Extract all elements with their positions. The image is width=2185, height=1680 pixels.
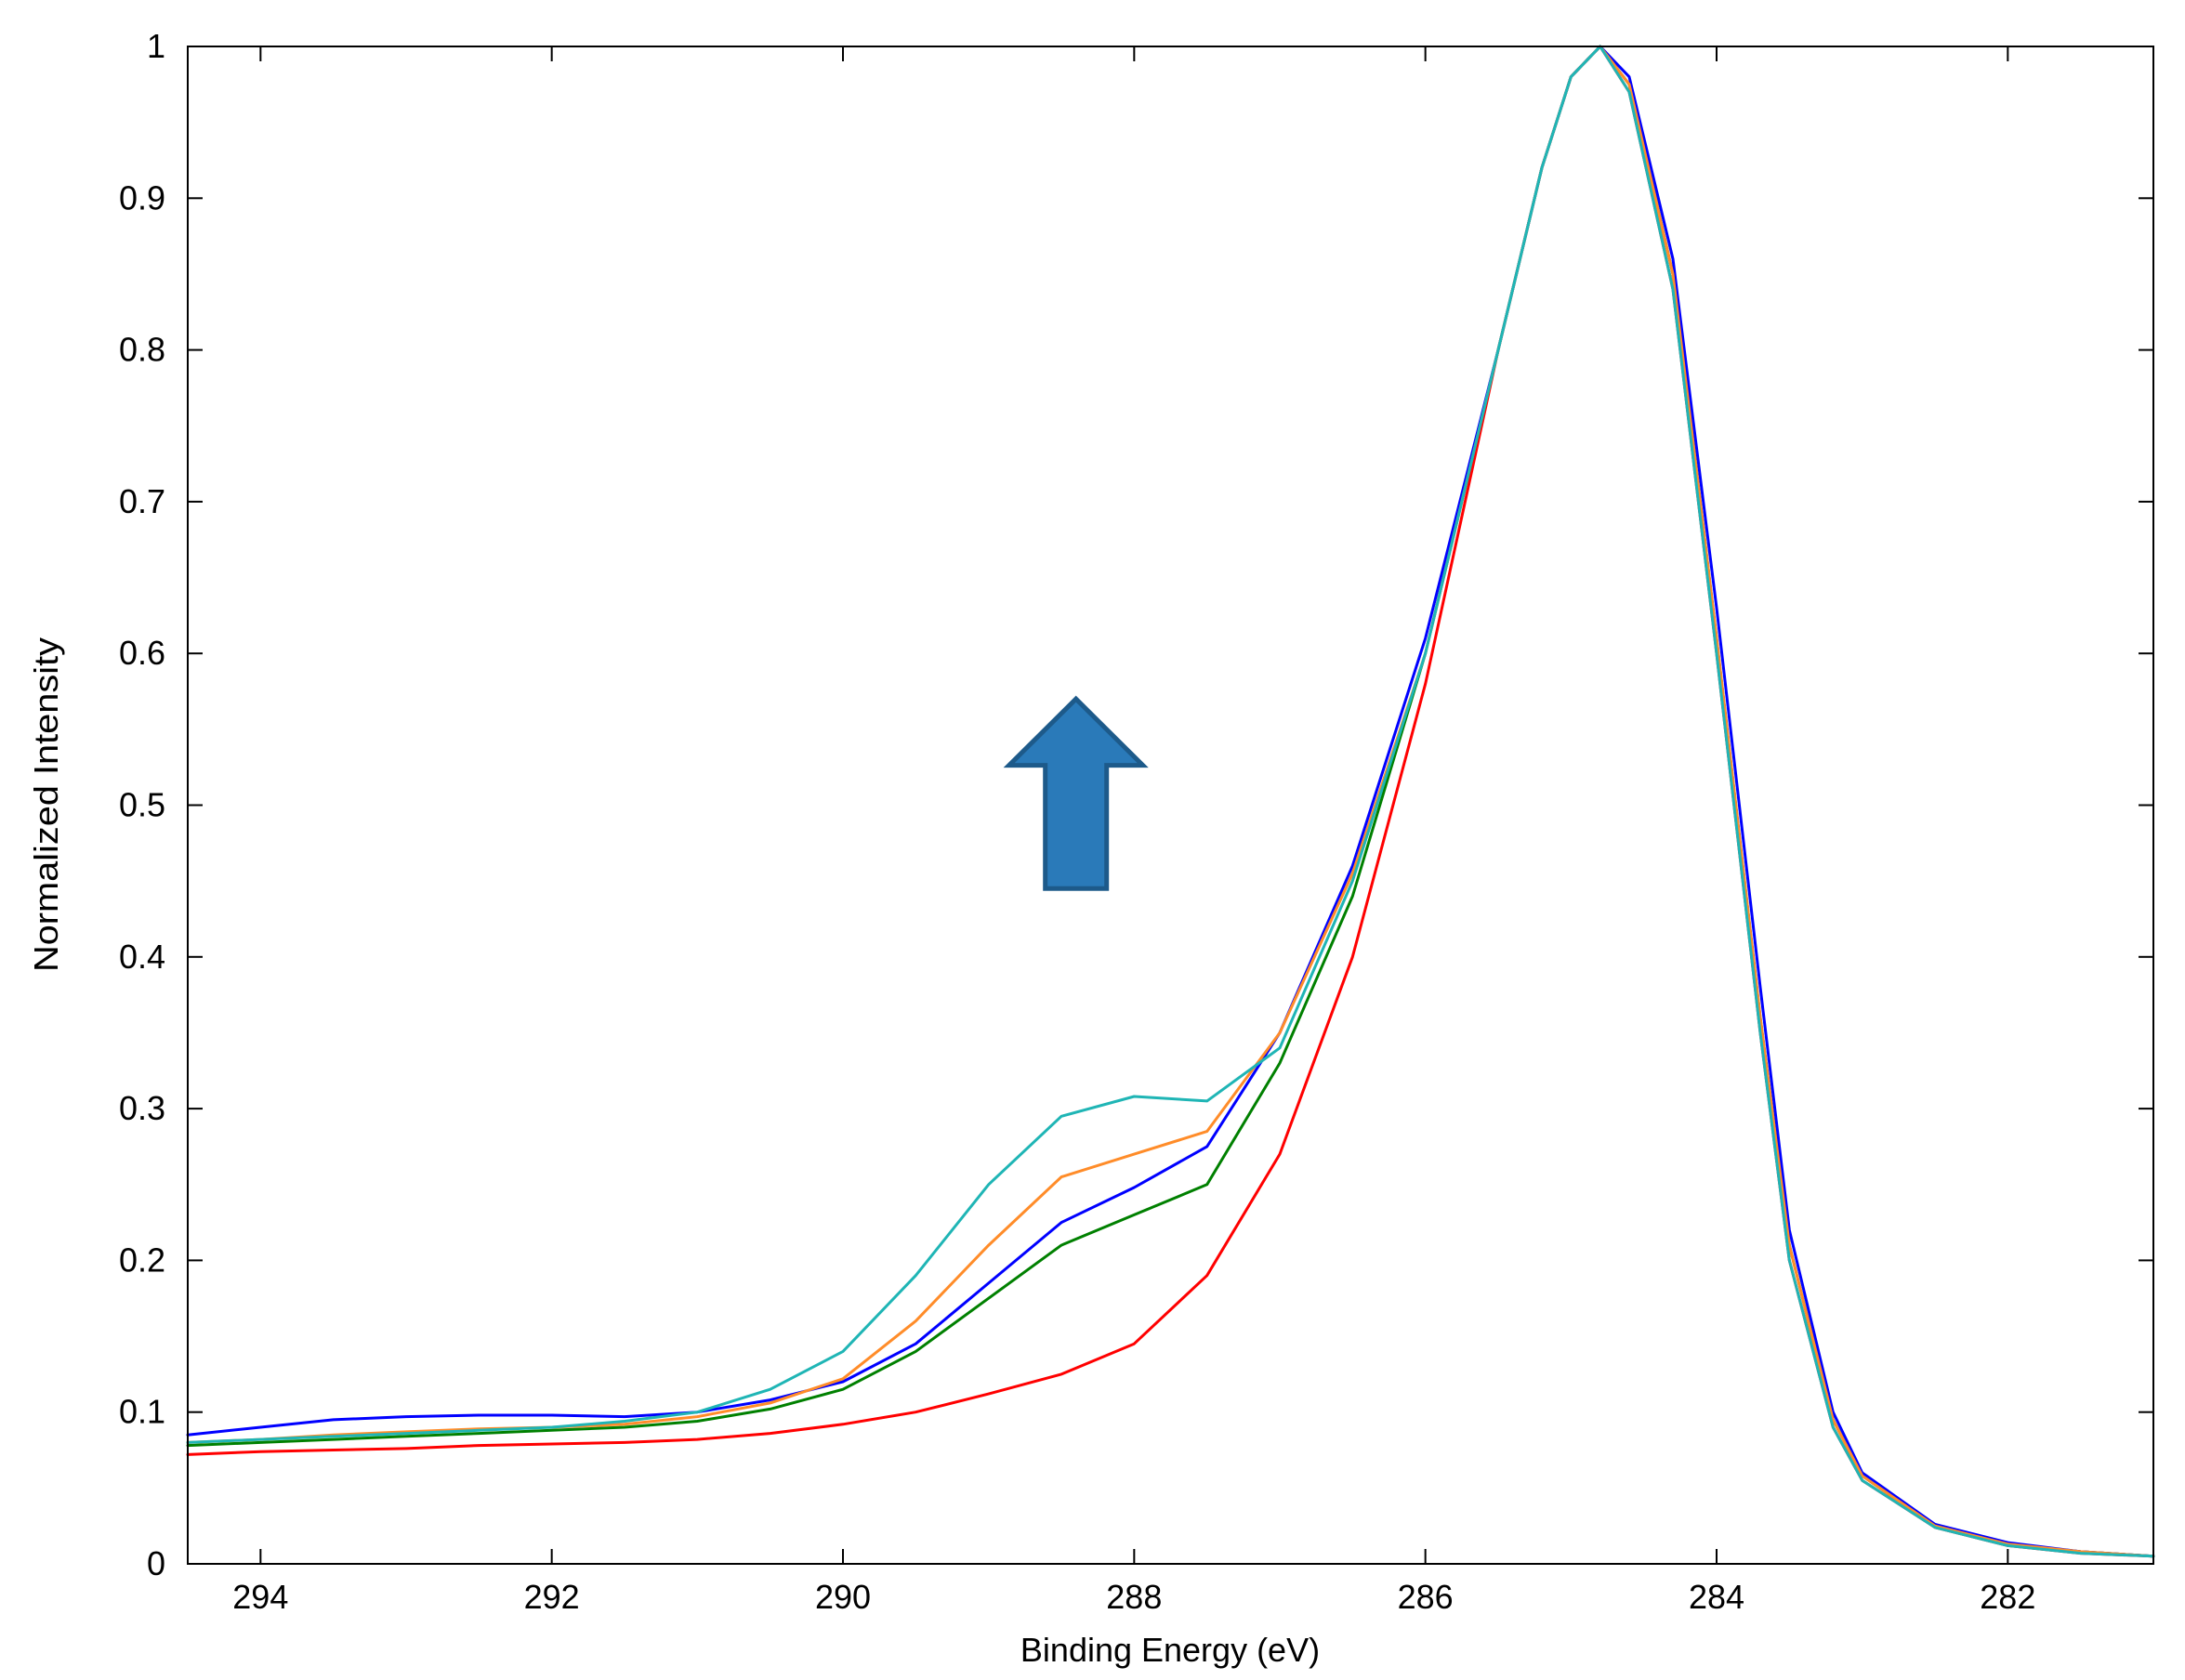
y-tick-label: 1 [147, 27, 165, 65]
series-layer [186, 45, 2155, 1558]
y-axis-title: Normalized Intensity [27, 637, 65, 972]
x-tick-label: 294 [232, 1578, 288, 1616]
y-tick-label: 0.2 [119, 1240, 165, 1279]
y-tick-label: 0.7 [119, 482, 165, 520]
x-axis-title: Binding Energy (eV) [1020, 1631, 1320, 1669]
plot-background [188, 46, 2153, 1564]
y-tick-label: 0.5 [119, 786, 165, 824]
y-tick-label: 0.6 [119, 634, 165, 672]
series-line-5 [186, 45, 2155, 1558]
y-tick-label: 0 [147, 1544, 165, 1582]
y-tick-label: 0.3 [119, 1089, 165, 1127]
up-arrow-annotation [1003, 695, 1149, 891]
x-tick-label: 286 [1398, 1578, 1454, 1616]
y-tick-label: 0.8 [119, 331, 165, 369]
y-tick-label: 0.1 [119, 1393, 165, 1431]
tick-layer: 294 292 290 288 286 284 282 0 0.1 0.2 0.3 0.4 0.5 0.6… [119, 27, 2153, 1616]
y-tick-label: 0.4 [119, 938, 165, 976]
x-tick-label: 288 [1106, 1578, 1162, 1616]
x-tick-label: 292 [524, 1578, 580, 1616]
x-tick-label: 290 [815, 1578, 871, 1616]
series-line-3 [186, 45, 2155, 1558]
annotation-layer [1003, 695, 1149, 891]
x-tick-label: 282 [1980, 1578, 2035, 1616]
y-tick-label: 0.9 [119, 178, 165, 217]
x-tick-label: 284 [1689, 1578, 1744, 1616]
